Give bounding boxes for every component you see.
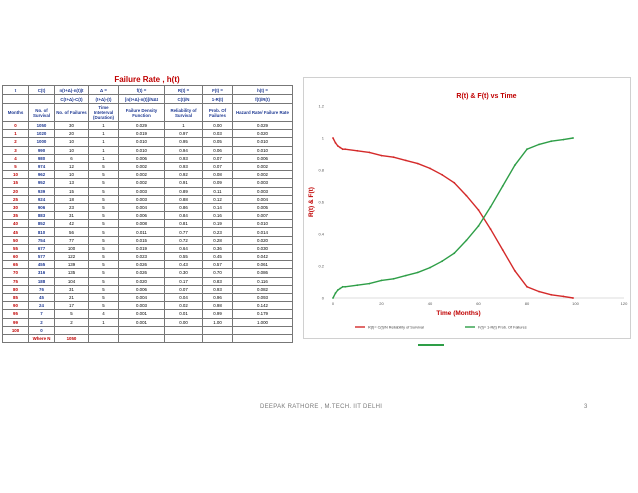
- y-tick-label: 1: [322, 136, 325, 141]
- y-tick-label: 0.8: [318, 168, 324, 173]
- data-point: [572, 137, 574, 139]
- table-row: 30 906 23 5 0.004 0.86 0.14 0.005: [2, 202, 293, 213]
- data-point: [336, 145, 339, 147]
- table-row: 15 952 13 5 0.002 0.91 0.09 0.003: [2, 178, 293, 188]
- y-axis-label: R(t) & F(t): [308, 187, 315, 217]
- data-point: [336, 289, 339, 291]
- y-tick-label: 0.6: [318, 200, 324, 205]
- data-point: [416, 162, 419, 165]
- series-line-1: [332, 137, 574, 299]
- data-point: [356, 284, 359, 287]
- table-row: 60 577 122 5 0.023 0.55 0.45 0.042: [2, 251, 293, 262]
- x-tick-label: 60: [476, 301, 481, 306]
- table-row: 1 1020 20 1 0.019 0.97 0.03 0.020: [2, 129, 293, 139]
- data-point: [501, 249, 504, 251]
- data-point: [465, 194, 468, 197]
- data-point: [404, 274, 407, 277]
- data-point: [441, 173, 444, 176]
- table-row: 0 1050 30 1 0.029 1 0.00 0.029: [2, 120, 293, 131]
- y-tick-label: 0.4: [318, 232, 324, 237]
- data-point: [465, 239, 468, 242]
- data-point: [550, 140, 553, 143]
- data-point: [429, 167, 431, 170]
- data-point: [572, 297, 574, 299]
- table-row: 85 45 21 5 0.004 0.04 0.96 0.093: [2, 292, 293, 303]
- data-point: [526, 285, 528, 288]
- data-point: [453, 252, 456, 255]
- data-point: [489, 228, 492, 231]
- data-point: [429, 266, 431, 269]
- data-point: [404, 159, 407, 162]
- data-point: [392, 277, 395, 280]
- page-number: 3: [584, 404, 588, 410]
- legend-label: R(t)= C(t)/N Reliability of Survival: [368, 326, 424, 330]
- table-cell: Hazard Rate/ Failure Rate: [232, 103, 293, 122]
- data-point: [501, 185, 504, 187]
- legend-label: F(t)= 1-R(t) Prob. Of Failures: [478, 326, 527, 330]
- data-point: [538, 143, 541, 146]
- data-point: [477, 225, 480, 227]
- x-tick-label: 100: [572, 301, 579, 306]
- x-tick-label: 120: [621, 301, 628, 306]
- data-point: [332, 297, 334, 299]
- data-point: [513, 269, 516, 272]
- table-footer-row: Where N 1050: [2, 333, 293, 344]
- data-point: [526, 148, 528, 151]
- chart-title: R(t) & F(t) vs Time: [456, 93, 516, 100]
- data-point: [550, 293, 553, 296]
- series-line-2: [332, 137, 574, 299]
- data-point: [513, 164, 516, 167]
- x-tick-label: 80: [525, 301, 530, 306]
- data-point: [453, 181, 456, 184]
- data-point: [334, 292, 337, 295]
- data-point: [441, 260, 444, 263]
- table-cell: [232, 333, 293, 344]
- spreadsheet-title: Failure Rate , h(t): [114, 75, 180, 84]
- data-point: [562, 138, 565, 141]
- failure-rate-table: t C(t) n(t+Δ)-n(t)|t Δ = f(t) = R(t) = F(t) = h…: [2, 85, 293, 344]
- data-point: [416, 271, 419, 274]
- decorative-line: [418, 344, 444, 346]
- data-point: [334, 141, 337, 144]
- data-point: [368, 151, 371, 154]
- y-tick-label: 0.2: [318, 264, 324, 269]
- table-row: 45 810 56 5 0.011 0.77 0.23 0.014: [2, 227, 293, 237]
- x-tick-label: 0: [332, 301, 335, 306]
- data-point: [489, 205, 492, 208]
- table-row: 75 188 104 5 0.020 0.17 0.83 0.116: [2, 276, 293, 286]
- data-point: [332, 137, 334, 139]
- data-point: [339, 146, 342, 149]
- data-point: [380, 279, 383, 282]
- x-tick-label: 20: [379, 301, 384, 306]
- data-point: [339, 287, 342, 290]
- footer-author: DEEPAK RATHORE , M.TECH. IIT DELHI: [260, 404, 383, 410]
- data-point: [380, 154, 383, 157]
- data-point: [538, 290, 541, 293]
- x-tick-label: 40: [428, 301, 433, 306]
- data-point: [356, 149, 359, 152]
- data-point: [562, 295, 565, 298]
- y-tick-label: 1.2: [318, 104, 324, 109]
- data-point: [477, 209, 480, 211]
- data-point: [368, 282, 371, 285]
- chart-frame: [303, 77, 631, 339]
- table-row: 100 0: [2, 325, 293, 335]
- data-point: [341, 148, 344, 151]
- data-point: [392, 156, 395, 159]
- data-point: [344, 148, 347, 151]
- x-axis-label: Time (Months): [436, 310, 480, 317]
- data-point: [344, 285, 347, 288]
- y-tick-label: 0: [322, 296, 325, 301]
- data-point: [341, 285, 344, 288]
- table-row: 5 974 12 5 0.002 0.93 0.07 0.002: [2, 161, 293, 172]
